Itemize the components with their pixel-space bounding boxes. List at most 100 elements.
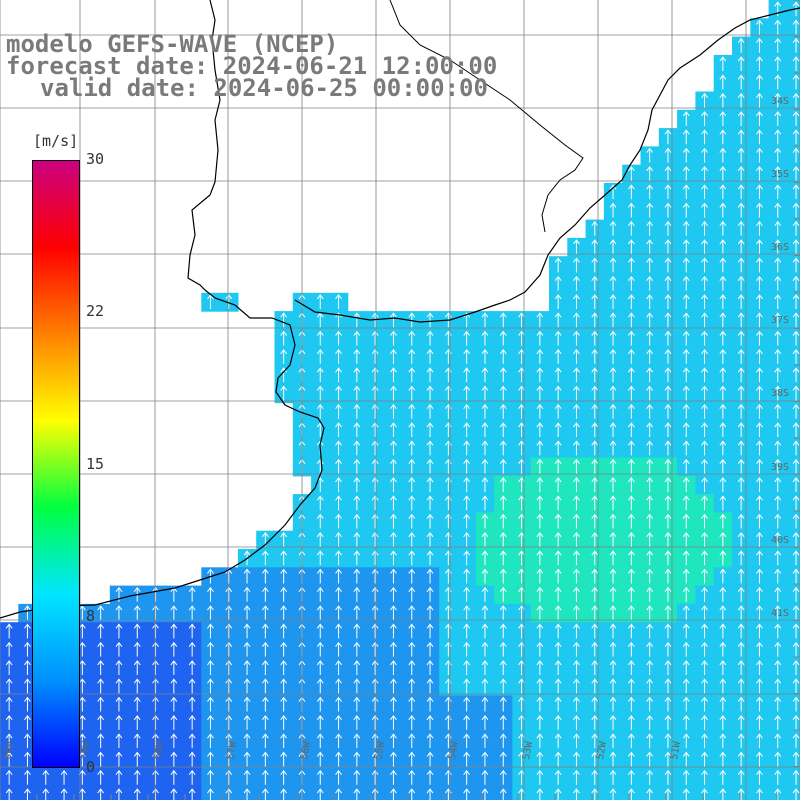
wind-arrow [701,385,708,401]
wind-arrow [335,349,342,364]
wind-arrow [481,568,489,584]
wind-arrow [792,733,800,749]
wind-arrow [518,678,525,694]
wind-arrow [499,733,507,749]
wind-arrow [408,550,416,566]
wind-arrow [408,532,416,547]
wind-arrow [115,769,123,785]
wind-arrow [115,623,123,639]
wind-arrow [243,733,251,749]
wind-arrow [536,385,544,401]
ocean-cell [786,439,800,459]
wind-arrow [207,586,214,602]
wind-arrow [24,751,31,767]
wind-arrow [664,696,672,712]
wind-arrow [24,623,31,639]
wind-arrow [499,367,507,383]
wind-arrow [152,623,159,639]
wind-arrow [627,641,635,657]
wind-arrow [207,623,214,639]
wind-arrow [115,660,123,675]
wind-arrow [627,605,635,621]
wind-arrow [518,532,525,547]
wind-arrow [316,568,324,584]
wind-arrow [170,715,178,730]
wind-arrow [792,92,800,108]
wind-arrow [243,678,251,694]
wind-arrow [353,751,361,767]
wind-arrow [573,696,580,712]
wind-arrow [408,769,416,785]
wind-arrow [756,294,763,309]
wind-arrow [756,769,763,785]
wind-arrow [280,568,288,584]
longitude-label: 51W [669,740,683,761]
wind-arrow [646,422,654,438]
wind-arrow [646,678,654,694]
wind-arrow [682,220,690,236]
wind-arrow [371,403,379,419]
wind-arrow [316,312,324,328]
wind-arrow [774,422,782,438]
wind-arrow [554,257,562,273]
wind-arrow [737,769,745,785]
wind-arrow [353,696,361,712]
wind-arrow [170,623,178,639]
wind-arrow [756,513,763,529]
wind-arrow [609,586,617,602]
wind-arrow [408,605,416,621]
wind-arrow [792,678,800,694]
wind-arrow [774,715,782,730]
wind-arrow [316,641,324,657]
wind-arrow [518,440,525,456]
wind-arrow [737,257,745,273]
wind-arrow [133,751,141,767]
wind-arrow [682,422,690,438]
wind-arrow [152,660,159,675]
wind-arrow [390,495,397,511]
wind-arrow [591,568,599,584]
wind-arrow [756,623,763,639]
wind-arrow [756,605,763,621]
latitude-label: 38S [771,388,789,399]
wind-arrow [682,733,690,749]
wind-arrow [737,458,745,474]
wind-arrow [408,696,416,712]
wind-arrow [463,678,471,694]
wind-arrow [280,532,288,547]
wind-arrow [518,312,525,328]
wind-arrow [664,568,672,584]
wind-arrow [701,422,708,438]
wind-arrow [627,513,635,529]
wind-arrow [682,239,690,255]
wind-arrow [5,751,13,767]
wind-arrow [591,422,599,438]
wind-arrow [207,769,214,785]
wind-arrow [554,294,562,309]
wind-arrow [353,330,361,346]
wind-arrow [646,477,654,492]
latitude-label: 36S [771,242,789,253]
ocean-cell [786,475,800,495]
wind-arrow [371,733,379,749]
wind-arrow [756,239,763,255]
wind-arrow [719,696,727,712]
wind-arrow [664,147,672,163]
wind-arrow [682,166,690,181]
wind-arrow [664,202,672,218]
wind-arrow [152,788,159,800]
wind-arrow [499,605,507,621]
wind-arrow [627,422,635,438]
wind-arrow [756,184,763,200]
wind-arrow [316,623,324,639]
wind-arrow [737,678,745,694]
wind-arrow [792,513,800,529]
wind-arrow [591,715,599,730]
wind-arrow [701,513,708,529]
wind-arrow [390,788,397,800]
wind-arrow [719,330,727,346]
wind-arrow [390,403,397,419]
wind-arrow [554,715,562,730]
wind-arrow [664,385,672,401]
wind-arrow [664,403,672,419]
